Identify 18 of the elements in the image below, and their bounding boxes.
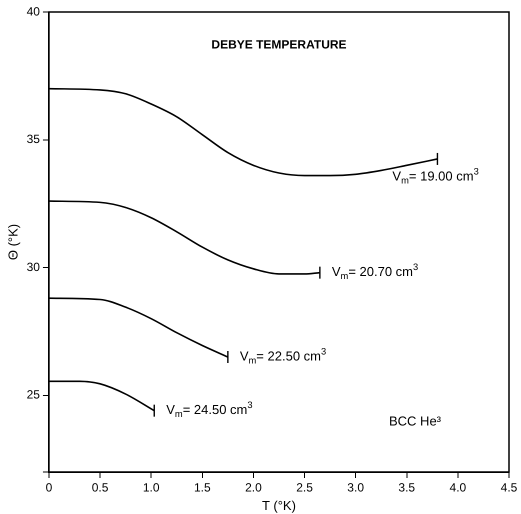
x-tick-label: 3.0 bbox=[347, 480, 364, 495]
text: DEBYE TEMPERATURE bbox=[211, 37, 347, 52]
x-tick-label: 0.5 bbox=[92, 480, 109, 495]
annotation: BCC He³ bbox=[389, 414, 442, 429]
x-tick-label: 4.0 bbox=[450, 480, 467, 495]
x-tick-label: 1.0 bbox=[142, 480, 160, 495]
x-tick-label: 3.5 bbox=[398, 480, 416, 495]
x-tick-label: 2.5 bbox=[296, 480, 314, 495]
x-tick-label: 2.0 bbox=[245, 480, 262, 495]
x-tick-label: 1.5 bbox=[194, 480, 211, 495]
y-tick-label: 35 bbox=[26, 132, 40, 146]
x-axis-title: T (°K) bbox=[262, 498, 296, 513]
y-tick-label: 30 bbox=[26, 260, 40, 274]
y-tick-label: 25 bbox=[26, 388, 40, 402]
x-tick-label: 0 bbox=[46, 480, 53, 495]
y-axis-title: Θ (°K) bbox=[5, 224, 20, 260]
y-tick-label: 40 bbox=[26, 4, 40, 18]
x-tick-label: 4.5 bbox=[500, 480, 518, 495]
